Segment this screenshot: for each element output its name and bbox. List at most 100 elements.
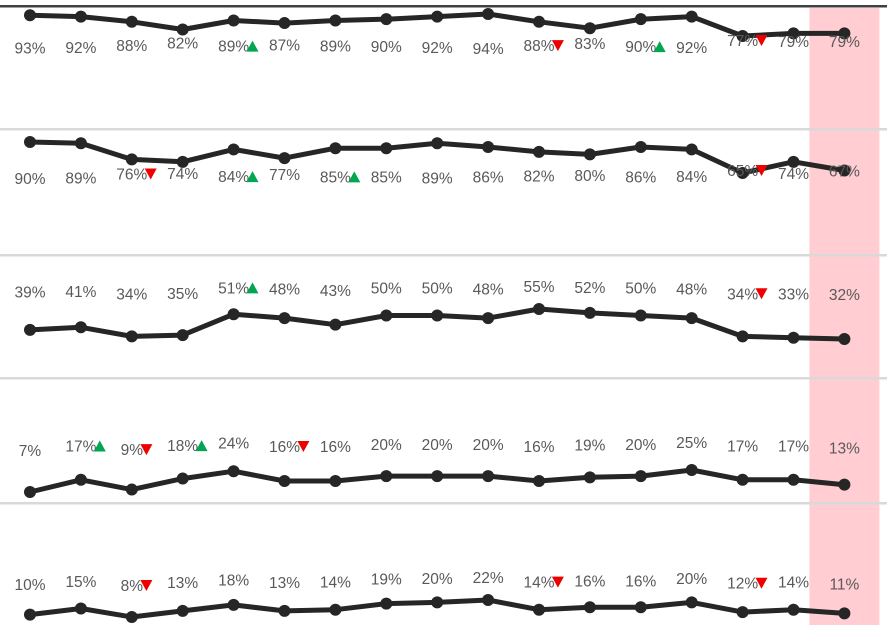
data-point (634, 601, 647, 614)
down-triangle-icon (755, 288, 768, 300)
data-point (24, 9, 36, 22)
data-point (838, 27, 851, 40)
data-point (278, 312, 291, 325)
data-point (74, 602, 87, 615)
down-triangle-icon (140, 580, 153, 591)
data-label: 17% (727, 439, 758, 456)
data-point (278, 604, 291, 617)
data-point (533, 15, 545, 28)
data-point (634, 140, 647, 153)
data-label: 34% (116, 286, 147, 303)
data-point (24, 323, 36, 336)
down-triangle-icon (755, 35, 768, 46)
data-point (634, 309, 647, 322)
data-label: 87% (269, 38, 300, 55)
data-point (380, 597, 393, 610)
data-label: 13% (829, 440, 860, 457)
data-point (380, 470, 393, 483)
data-label: 20% (422, 571, 453, 588)
data-label: 55% (523, 279, 554, 296)
data-label: 10% (14, 577, 45, 594)
data-label: 7% (19, 443, 42, 460)
data-label: 20% (371, 437, 402, 454)
data-label: 67% (829, 164, 860, 181)
highlight-band (809, 8, 880, 625)
data-label: 77% (727, 33, 758, 50)
data-label: 89% (422, 171, 453, 188)
data-label: 12% (727, 576, 758, 593)
panel-separator (0, 128, 887, 131)
down-triangle-icon (144, 168, 157, 180)
data-label: 89% (65, 171, 96, 188)
data-label: 16% (320, 439, 351, 456)
down-triangle-icon (297, 441, 310, 452)
data-point (533, 603, 545, 616)
data-label: 18% (167, 438, 198, 455)
data-point (431, 470, 444, 483)
data-point (125, 611, 138, 623)
data-label: 86% (473, 170, 504, 187)
data-point (838, 478, 851, 491)
data-point (227, 598, 240, 611)
data-label: 88% (116, 38, 147, 55)
data-point (125, 330, 138, 343)
data-label: 48% (676, 281, 707, 298)
data-point (634, 470, 647, 483)
data-point (431, 137, 444, 150)
data-point (278, 17, 291, 30)
data-point (380, 142, 393, 155)
data-label: 50% (371, 281, 402, 298)
data-point (227, 308, 240, 321)
data-point (482, 8, 495, 20)
data-label: 16% (574, 573, 605, 590)
data-label: 89% (218, 39, 249, 56)
data-label: 13% (269, 575, 300, 592)
data-point (329, 475, 342, 487)
data-point (329, 318, 342, 331)
data-point (787, 155, 800, 168)
down-triangle-icon (551, 40, 564, 52)
data-label: 82% (167, 35, 198, 52)
data-label: 34% (727, 286, 758, 303)
data-point (533, 145, 545, 158)
data-label: 24% (218, 435, 249, 452)
down-triangle-icon (140, 444, 153, 456)
data-point (125, 15, 138, 28)
data-label: 39% (14, 285, 45, 302)
data-label: 20% (625, 437, 656, 454)
top-border (0, 5, 887, 8)
up-triangle-icon (246, 282, 259, 294)
data-point (482, 140, 495, 153)
data-point (533, 303, 545, 315)
data-label: 83% (574, 36, 605, 53)
data-label: 33% (778, 287, 809, 304)
data-label: 14% (320, 575, 351, 592)
data-label: 19% (574, 438, 605, 455)
down-triangle-icon (551, 576, 564, 588)
data-label: 51% (218, 280, 249, 297)
data-point (533, 475, 545, 487)
data-label: 17% (65, 439, 96, 456)
data-label: 14% (778, 575, 809, 592)
down-triangle-icon (755, 577, 768, 589)
data-point (787, 27, 800, 40)
data-label: 82% (523, 168, 554, 185)
data-label: 74% (778, 166, 809, 183)
up-triangle-icon (653, 41, 666, 53)
data-point (838, 164, 851, 177)
data-point (685, 464, 698, 476)
data-point (125, 153, 138, 166)
data-point (380, 13, 393, 26)
data-point (583, 306, 596, 319)
data-point (787, 603, 800, 616)
data-label: 16% (523, 439, 554, 456)
data-label: 65% (727, 163, 758, 180)
data-point (736, 30, 749, 42)
data-point (685, 143, 698, 156)
data-point (634, 13, 647, 26)
data-label: 90% (625, 39, 656, 56)
data-label: 80% (574, 168, 605, 185)
data-label: 92% (65, 40, 96, 57)
data-point (838, 333, 851, 345)
data-point (380, 309, 393, 322)
